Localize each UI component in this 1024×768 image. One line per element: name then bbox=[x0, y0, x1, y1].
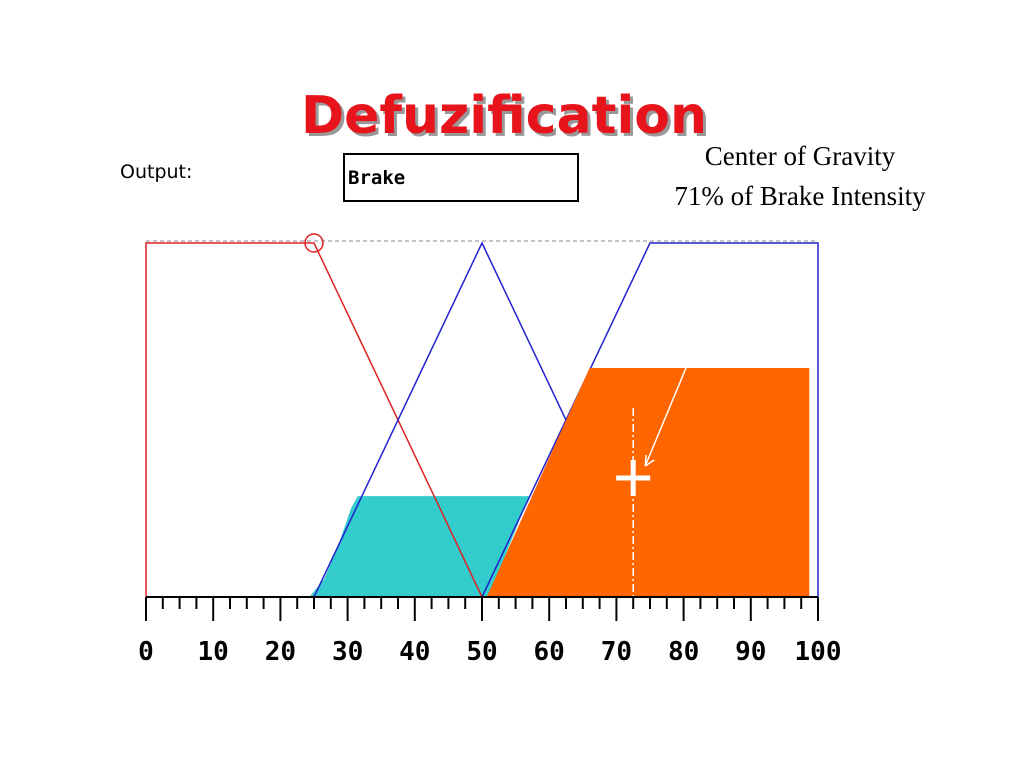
title-shadow: Defuzification bbox=[304, 89, 710, 149]
output-box bbox=[343, 153, 579, 202]
membership-line bbox=[481, 242, 819, 598]
x-tick-label: 10 bbox=[198, 637, 229, 667]
x-tick-label: 70 bbox=[601, 637, 632, 667]
x-tick-label: 80 bbox=[668, 637, 699, 667]
output-value: Brake bbox=[348, 167, 405, 189]
x-tick-label: 60 bbox=[534, 637, 565, 667]
output-label: Output: bbox=[120, 161, 192, 183]
x-tick-label: 100 bbox=[795, 637, 842, 667]
x-tick-label: 0 bbox=[138, 637, 154, 667]
title: Defuzification bbox=[301, 86, 707, 146]
x-tick-label: 90 bbox=[735, 637, 766, 667]
x-tick-label: 30 bbox=[332, 637, 363, 667]
area bbox=[309, 496, 530, 597]
point-marker bbox=[304, 233, 324, 253]
x-tick-label: 20 bbox=[265, 637, 296, 667]
cog-arrow bbox=[644, 367, 687, 467]
area bbox=[486, 367, 810, 597]
cog-marker bbox=[616, 460, 651, 496]
x-tick-label: 40 bbox=[399, 637, 430, 667]
method: Center of Gravity bbox=[705, 141, 896, 171]
x-tick-label: 50 bbox=[466, 637, 497, 667]
result: 71% of Brake Intensity bbox=[674, 181, 926, 211]
